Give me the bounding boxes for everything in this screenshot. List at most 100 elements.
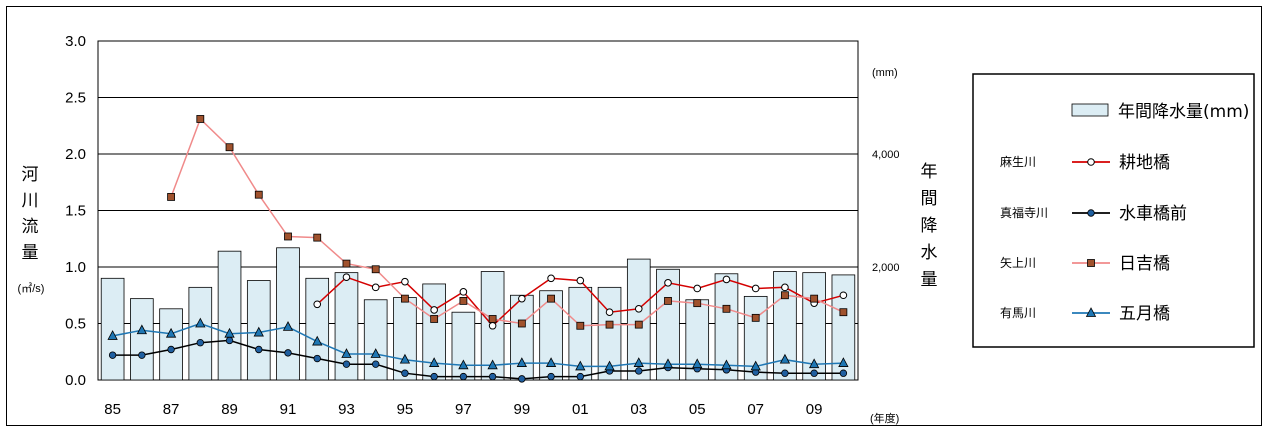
right-axis-label-char: 水 bbox=[921, 243, 938, 263]
data-point bbox=[459, 288, 468, 296]
data-point bbox=[605, 308, 614, 317]
data-point bbox=[635, 367, 643, 375]
left-tick-label: 2.5 bbox=[65, 90, 86, 107]
data-point bbox=[399, 353, 411, 364]
data-point bbox=[693, 299, 702, 308]
precipitation-bar bbox=[831, 274, 856, 381]
data-point bbox=[196, 339, 205, 347]
data-point bbox=[545, 357, 557, 367]
data-point bbox=[342, 360, 351, 368]
data-point bbox=[284, 349, 292, 357]
legend-series-label: 五月橋 bbox=[1119, 304, 1170, 324]
data-point bbox=[430, 315, 439, 323]
data-point bbox=[487, 359, 498, 370]
precipitation-bar bbox=[100, 277, 125, 381]
x-tick-label: 87 bbox=[163, 401, 180, 418]
precipitation-bar bbox=[334, 272, 359, 381]
data-point bbox=[370, 348, 381, 358]
data-point bbox=[313, 233, 322, 242]
precipitation-bar bbox=[597, 286, 622, 381]
data-point bbox=[781, 291, 789, 300]
legend-bar-swatch bbox=[1071, 103, 1109, 117]
data-point bbox=[576, 276, 585, 285]
series-line bbox=[170, 117, 844, 327]
data-point bbox=[517, 319, 526, 328]
precipitation-bar bbox=[276, 247, 300, 381]
data-point bbox=[224, 327, 235, 338]
precipitation-bar bbox=[130, 298, 154, 381]
right-tick-label: 4,000 bbox=[872, 149, 900, 161]
legend-river-name: 麻生川 bbox=[1000, 154, 1036, 169]
precipitation-bar bbox=[217, 250, 242, 381]
x-tick-label: 01 bbox=[572, 401, 589, 418]
data-point bbox=[693, 284, 702, 293]
data-point bbox=[547, 372, 555, 381]
precipitation-bar bbox=[656, 268, 680, 381]
legend-river-name: 有馬川 bbox=[1000, 306, 1036, 320]
legend-series-label: 日吉橋 bbox=[1119, 254, 1170, 274]
data-point bbox=[165, 327, 177, 338]
right-axis-label-char: 降 bbox=[921, 216, 938, 236]
legend-series-label: 耕地橋 bbox=[1119, 153, 1170, 173]
precipitation-bar bbox=[510, 294, 534, 381]
data-point bbox=[1087, 259, 1095, 267]
data-point bbox=[342, 273, 351, 281]
data-point bbox=[371, 360, 380, 368]
right-axis-label-char: 間 bbox=[921, 189, 938, 209]
data-point bbox=[254, 190, 263, 199]
left-axis-label-char: 河 bbox=[22, 165, 39, 185]
data-point bbox=[488, 315, 497, 323]
data-point bbox=[751, 313, 760, 322]
left-axis-label-char: 川 bbox=[22, 191, 39, 211]
data-point bbox=[722, 304, 731, 313]
data-point bbox=[1087, 209, 1095, 217]
data-point bbox=[488, 372, 497, 381]
precipitation-bar bbox=[363, 299, 388, 381]
data-point bbox=[810, 369, 818, 377]
x-tick-label: 97 bbox=[455, 401, 472, 418]
x-tick-label: 85 bbox=[104, 401, 121, 418]
series-line bbox=[112, 322, 844, 368]
precipitation-bar bbox=[626, 258, 651, 381]
data-point bbox=[750, 360, 761, 371]
data-point bbox=[107, 330, 118, 340]
data-point bbox=[401, 369, 409, 377]
data-point bbox=[488, 321, 497, 330]
data-point bbox=[634, 305, 643, 313]
data-point bbox=[430, 306, 438, 314]
x-tick-label: 95 bbox=[397, 401, 414, 418]
data-point bbox=[312, 335, 323, 346]
x-tick-label: 07 bbox=[747, 401, 764, 418]
data-point bbox=[225, 143, 234, 152]
data-point bbox=[518, 375, 526, 383]
right-tick-label: 2,000 bbox=[872, 262, 900, 274]
precipitation-bar bbox=[393, 297, 417, 381]
series-line bbox=[112, 339, 844, 380]
data-point bbox=[341, 348, 352, 358]
data-point bbox=[664, 279, 672, 287]
data-point bbox=[808, 358, 820, 369]
data-point bbox=[167, 345, 175, 354]
data-point bbox=[516, 357, 528, 367]
data-point bbox=[313, 354, 321, 363]
data-point bbox=[167, 193, 175, 201]
left-tick-label: 0.5 bbox=[65, 316, 86, 333]
data-point bbox=[576, 372, 585, 381]
data-point bbox=[839, 291, 848, 300]
data-point bbox=[547, 274, 555, 283]
data-point bbox=[633, 357, 644, 367]
data-point bbox=[779, 353, 791, 364]
data-point bbox=[664, 296, 672, 305]
data-point bbox=[401, 277, 409, 286]
precipitation-bar bbox=[743, 295, 768, 381]
left-tick-label: 2.0 bbox=[65, 146, 86, 163]
x-tick-label: 89 bbox=[221, 401, 238, 418]
right-axis-label-char: 量 bbox=[921, 270, 938, 290]
left-axis-unit: (㎥/s) bbox=[18, 282, 45, 295]
data-point bbox=[225, 336, 234, 345]
data-point bbox=[458, 359, 469, 370]
left-axis-label-char: 流 bbox=[22, 217, 39, 237]
data-point bbox=[604, 360, 615, 371]
data-point bbox=[253, 326, 264, 337]
